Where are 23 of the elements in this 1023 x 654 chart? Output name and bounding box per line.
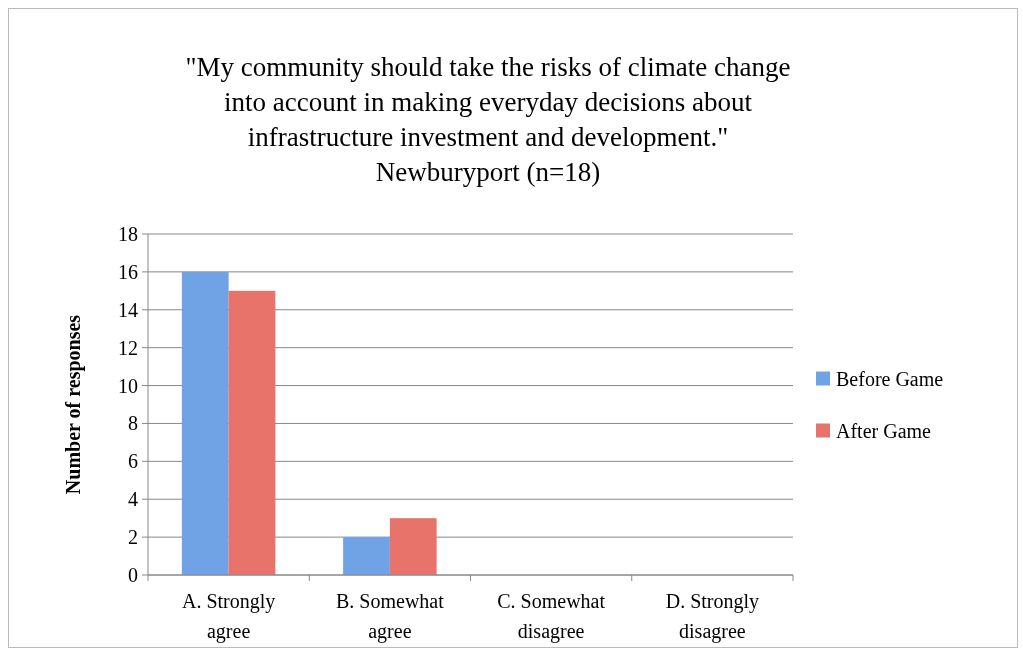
x-tick-label: D. Strongly disagree: [665, 590, 760, 643]
bar: [343, 537, 390, 575]
bar: [389, 518, 437, 575]
legend-label: After Game: [836, 419, 932, 442]
y-tick-label: 8: [128, 412, 138, 435]
bar: [181, 271, 229, 575]
y-tick-label: 16: [118, 260, 138, 283]
y-tick-label: 12: [118, 336, 138, 359]
legend-label: Before Game: [836, 367, 944, 390]
y-tick-label: 0: [128, 564, 138, 586]
chart-title: "My community should take the risks of climate change into account in making everyday decisions about infrastructure investment and development.": [185, 52, 791, 152]
y-tick-label: 6: [128, 450, 138, 473]
bar: [228, 290, 276, 575]
y-tick-label: 10: [118, 374, 138, 397]
y-tick-label: 4: [128, 488, 138, 511]
chart-subtitle: Newburyport (n=18): [375, 157, 601, 187]
x-tick-label: B. Somewhat agree: [335, 590, 445, 643]
x-tick-label: A. Strongly agree: [181, 590, 276, 643]
y-tick-label: 2: [128, 526, 138, 549]
x-tick-label: C. Somewhat disagree: [497, 590, 606, 643]
y-axis-title: Number of responses: [62, 314, 85, 495]
y-tick-label: 14: [118, 298, 138, 321]
y-tick-label: 18: [118, 223, 138, 245]
